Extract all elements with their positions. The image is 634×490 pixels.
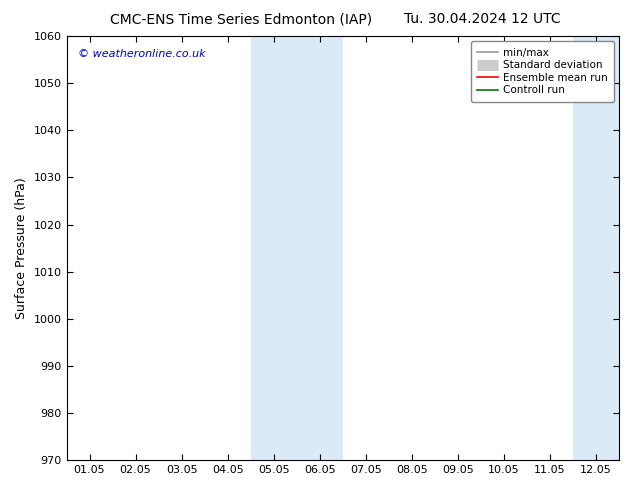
Bar: [250, 36, 343, 460]
Text: CMC-ENS Time Series Edmonton (IAP): CMC-ENS Time Series Edmonton (IAP): [110, 12, 372, 26]
Bar: [573, 36, 634, 460]
Y-axis label: Surface Pressure (hPa): Surface Pressure (hPa): [15, 177, 28, 319]
Text: Tu. 30.04.2024 12 UTC: Tu. 30.04.2024 12 UTC: [403, 12, 560, 26]
Text: © weatheronline.co.uk: © weatheronline.co.uk: [77, 49, 205, 59]
Legend: min/max, Standard deviation, Ensemble mean run, Controll run: min/max, Standard deviation, Ensemble me…: [470, 41, 614, 101]
